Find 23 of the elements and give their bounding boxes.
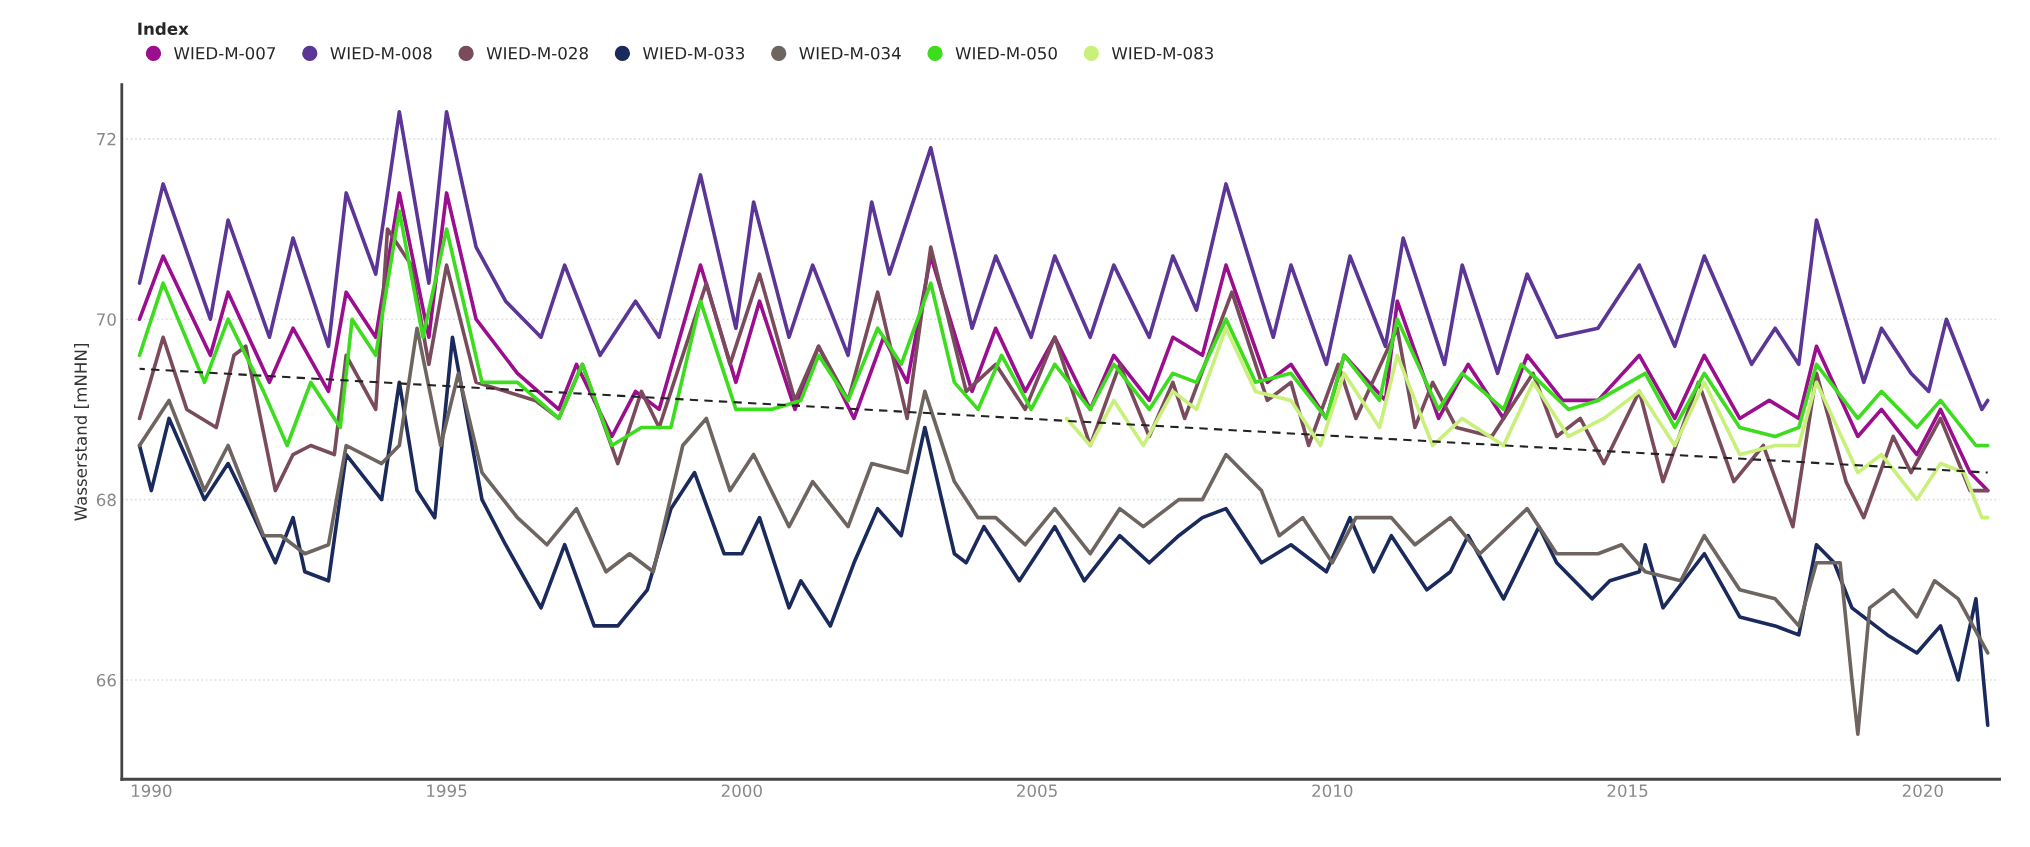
legend-label: WIED-M-008: [330, 46, 432, 60]
y-tick-label: 72: [97, 132, 116, 146]
legend-label: WIED-M-007: [174, 46, 276, 60]
legend-label: WIED-M-050: [955, 46, 1057, 60]
x-tick-label: 2000: [721, 784, 762, 797]
y-tick-label: 66: [96, 673, 116, 687]
x-tick-label: 2015: [1607, 784, 1648, 797]
y-tick-label: 68: [96, 493, 116, 507]
line-series: [1064, 326, 1990, 520]
x-tick-label: 1990: [131, 784, 172, 797]
x-tick-label: 2005: [1017, 784, 1057, 797]
legend-title: Index: [138, 22, 189, 36]
y-tick-label: 70: [97, 313, 116, 326]
y-axis-title: Wasserstand [mNHN]: [74, 344, 89, 521]
legend-label: WIED-M-028: [486, 46, 588, 60]
x-tick-label: 1995: [427, 784, 467, 797]
line-series: [137, 109, 1990, 412]
x-tick-label: 2020: [1902, 784, 1943, 797]
legend-label: WIED-M-083: [1111, 46, 1213, 60]
line-series: [137, 209, 1990, 448]
legend-label: WIED-M-033: [642, 46, 745, 60]
x-tick-label: 2010: [1312, 784, 1353, 797]
legend-label: WIED-M-034: [799, 46, 901, 60]
